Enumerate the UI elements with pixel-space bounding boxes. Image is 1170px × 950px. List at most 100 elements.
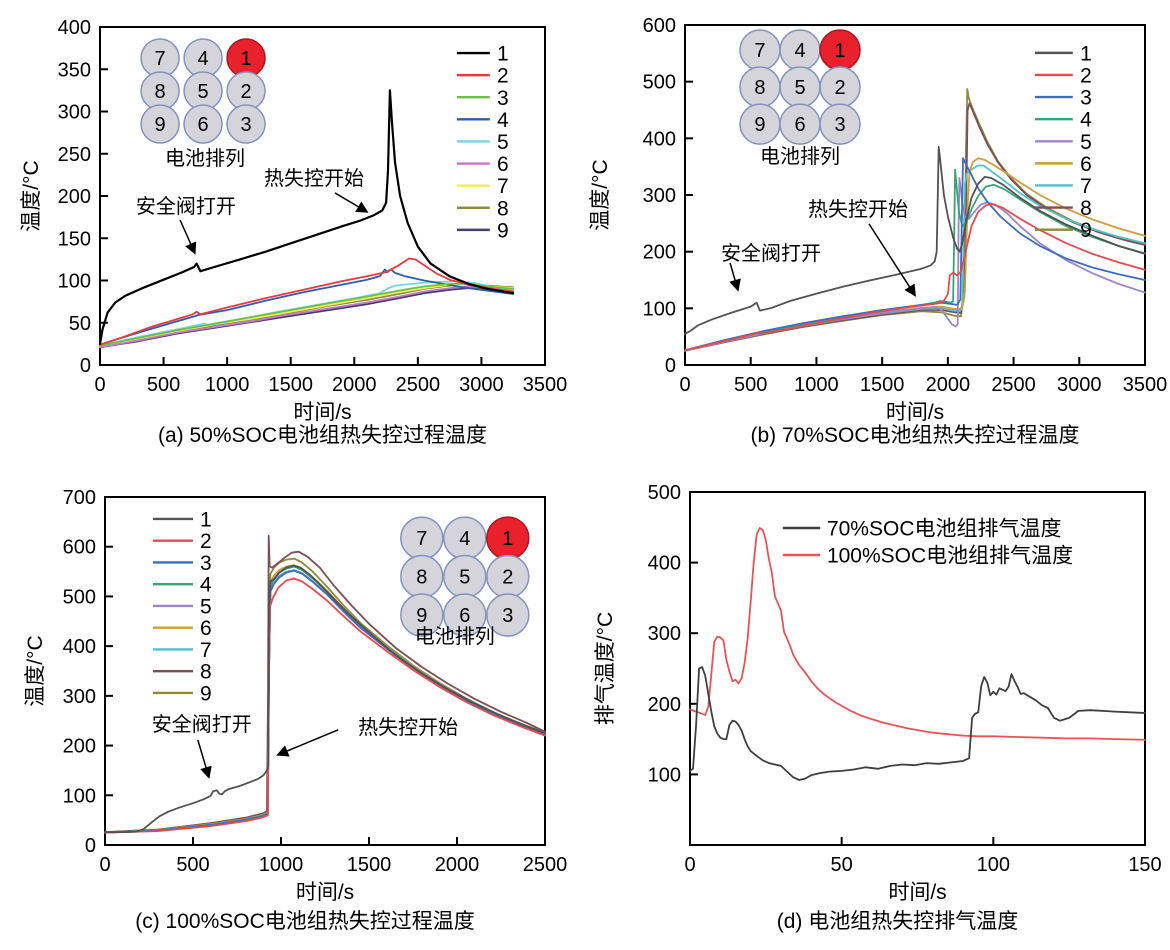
legend-label-4: 4 [497, 109, 509, 132]
annotation-0: 安全阀打开 [721, 242, 821, 292]
battery-arrangement-label: 电池排列 [165, 147, 245, 170]
legend-label-1: 1 [497, 43, 509, 66]
battery-cell-3 [819, 103, 861, 145]
y-axis-label: 温度/°C [24, 635, 47, 706]
x-axis-label: 时间/s [888, 881, 946, 904]
x-axis-label: 时间/s [293, 401, 351, 424]
battery-cell-label-5: 5 [197, 81, 208, 103]
x-tick-label: 1000 [205, 374, 250, 396]
annotation-1: 热失控开始 [808, 198, 916, 297]
battery-cell-label-5: 5 [794, 77, 805, 99]
x-tick-label: 0 [94, 374, 105, 396]
annotation-arrow [868, 223, 916, 297]
x-tick-label: 3000 [459, 374, 504, 396]
battery-arrangement-label: 电池排列 [415, 625, 495, 648]
x-tick-label: 0 [684, 854, 695, 876]
battery-cell-label-8: 8 [754, 77, 765, 99]
legend-label-6: 6 [200, 617, 212, 640]
battery-cell-label-6: 6 [197, 114, 208, 136]
legend-label-7: 7 [497, 175, 509, 198]
y-tick-label: 150 [58, 228, 91, 250]
battery-cell-label-9: 9 [416, 605, 427, 627]
x-tick-label: 500 [734, 374, 767, 396]
y-tick-label: 500 [643, 72, 676, 94]
battery-cell-3 [226, 104, 266, 144]
y-tick-label: 100 [643, 298, 676, 320]
legend-label-3: 3 [1080, 87, 1092, 110]
x-tick-label: 100 [977, 854, 1010, 876]
chart-b: 0 500 1000 1500 2000 2500 3000 3500010020030040… [589, 15, 1167, 424]
y-tick-label: 600 [63, 537, 96, 559]
legend-label-8: 8 [497, 197, 509, 220]
annotation-arrow [276, 729, 339, 757]
legend-label-7: 7 [200, 639, 212, 662]
x-tick-label: 2500 [991, 374, 1036, 396]
battery-arrangement-label: 电池排列 [760, 145, 840, 168]
series-line-70%SOC电池组排气温度 [689, 666, 1146, 781]
battery-cell-label-5: 5 [459, 567, 470, 589]
battery-cell-label-3: 3 [502, 605, 513, 627]
y-axis-label: 温度/°C [589, 159, 612, 230]
series-line-2 [99, 257, 515, 346]
y-tick-label: 200 [648, 694, 681, 716]
series-line-5 [684, 177, 1146, 352]
x-tick-label: 3500 [523, 374, 568, 396]
x-tick-label: 3500 [1123, 374, 1168, 396]
battery-cell-label-9: 9 [754, 114, 765, 136]
y-tick-label: 400 [58, 17, 91, 39]
annotation-1: 热失控开始 [264, 167, 369, 213]
x-tick-label: 2500 [523, 854, 568, 876]
legend-label-70%SOC电池组排气温度: 70%SOC电池组排气温度 [827, 518, 1062, 541]
annotation-text: 安全阀打开 [721, 242, 821, 265]
y-tick-label: 300 [58, 102, 91, 124]
battery-cell-label-6: 6 [459, 605, 470, 627]
legend-label-5: 5 [200, 595, 212, 618]
battery-cell-label-1: 1 [834, 40, 845, 62]
y-tick-label: 400 [643, 128, 676, 150]
battery-cell-label-2: 2 [240, 81, 251, 103]
x-tick-label: 2500 [396, 374, 441, 396]
x-tick-label: 1500 [860, 374, 905, 396]
series-line-3 [684, 157, 1146, 352]
legend-label-4: 4 [1080, 109, 1092, 132]
annotation-arrow [197, 739, 212, 779]
annotation-1: 热失控开始 [276, 716, 458, 757]
battery-cell-label-3: 3 [240, 114, 251, 136]
y-tick-label: 0 [80, 355, 91, 377]
legend-label-3: 3 [497, 87, 509, 110]
x-tick-label: 2000 [332, 374, 377, 396]
legend-label-2: 2 [200, 530, 212, 553]
legend-label-100%SOC电池组排气温度: 100%SOC电池组排气温度 [827, 545, 1073, 568]
x-tick-label: 3000 [1057, 374, 1102, 396]
x-tick-label: 0 [99, 854, 110, 876]
battery-cell-label-6: 6 [794, 114, 805, 136]
x-tick-label: 1000 [794, 374, 839, 396]
y-tick-label: 100 [648, 764, 681, 786]
y-tick-label: 400 [63, 636, 96, 658]
legend-label-8: 8 [1080, 197, 1092, 220]
x-axis-label: 时间/s [296, 881, 354, 904]
series-line-6 [99, 285, 515, 349]
y-tick-label: 0 [85, 835, 96, 857]
y-tick-label: 100 [63, 785, 96, 807]
x-tick-label: 150 [1128, 854, 1161, 876]
y-tick-label: 700 [63, 487, 96, 509]
series-line-1 [684, 145, 1146, 335]
legend-label-2: 2 [1080, 65, 1092, 88]
plot-frame [689, 491, 1146, 846]
battery-cell-3 [486, 593, 530, 637]
battery-cell-label-3: 3 [834, 114, 845, 136]
legend-label-1: 1 [1080, 42, 1092, 65]
series-line-8 [104, 534, 546, 833]
legend-label-9: 9 [1080, 219, 1092, 242]
annotation-arrow [729, 262, 741, 292]
y-tick-label: 300 [648, 623, 681, 645]
plot-frame [104, 496, 546, 846]
battery-cell-label-9: 9 [155, 114, 166, 136]
battery-arrangement-inset: 7 4 1 8 5 2 9 6 3 电池排列 [400, 516, 530, 648]
y-tick-label: 500 [648, 482, 681, 504]
series-line-1 [104, 564, 546, 833]
x-tick-label: 1500 [268, 374, 313, 396]
